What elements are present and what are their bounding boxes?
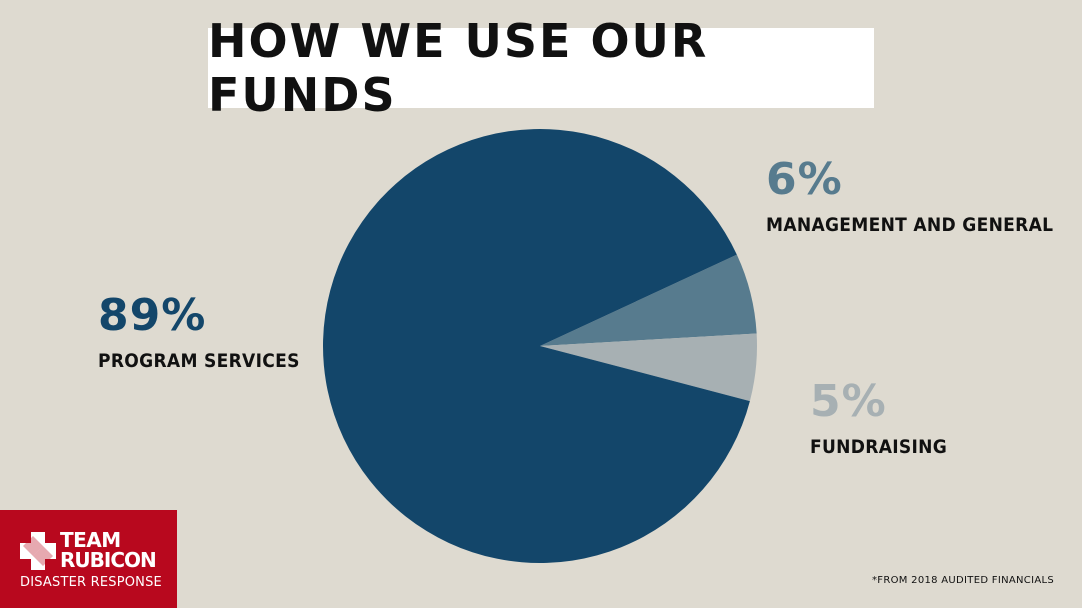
- slice-label-fundraising: 5% FUNDRAISING: [810, 376, 948, 459]
- pie-slice-fundraising: [540, 333, 757, 402]
- slice-name: FUNDRAISING: [810, 436, 948, 458]
- pie-slice-program-services: [322, 128, 750, 563]
- logo-line-2: RUBICON: [60, 548, 157, 572]
- slice-percent: 89%: [98, 290, 207, 341]
- footnote: *FROM 2018 AUDITED FINANCIALS: [871, 575, 1054, 586]
- slice-label-program-services: 89% PROGRAM SERVICES: [98, 290, 300, 373]
- slice-percent: 6%: [766, 154, 843, 205]
- logo-line-1: TEAM: [60, 528, 121, 552]
- team-rubicon-logo: TEAM RUBICON DISASTER RESPONSE: [0, 510, 177, 608]
- slice-name: PROGRAM SERVICES: [98, 350, 300, 372]
- team-rubicon-cross-icon: [20, 532, 56, 570]
- title-banner: HOW WE USE OUR FUNDS: [208, 14, 874, 122]
- slice-name: MANAGEMENT AND GENERAL: [766, 214, 1054, 236]
- slice-label-management-and-general: 6% MANAGEMENT AND GENERAL: [766, 154, 1054, 237]
- slice-percent: 5%: [810, 376, 887, 427]
- chart-title: HOW WE USE OUR FUNDS: [208, 14, 709, 122]
- pie-slice-management-and-general: [540, 254, 757, 346]
- logo-tagline: DISASTER RESPONSE: [20, 575, 162, 590]
